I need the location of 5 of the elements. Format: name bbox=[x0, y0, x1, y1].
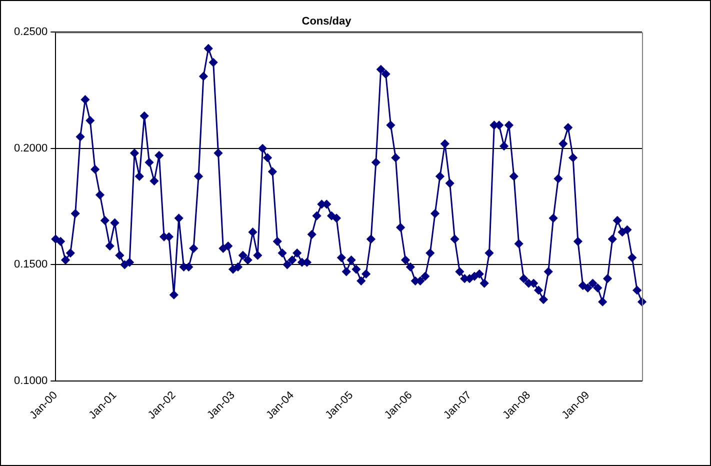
y-tick-label: 0.2500 bbox=[14, 26, 48, 38]
y-tick-label: 0.1000 bbox=[14, 374, 48, 387]
y-tick-label: 0.2000 bbox=[14, 142, 48, 154]
y-tick-label: 0.1500 bbox=[14, 258, 48, 271]
chart-title: Cons/day bbox=[302, 16, 352, 28]
